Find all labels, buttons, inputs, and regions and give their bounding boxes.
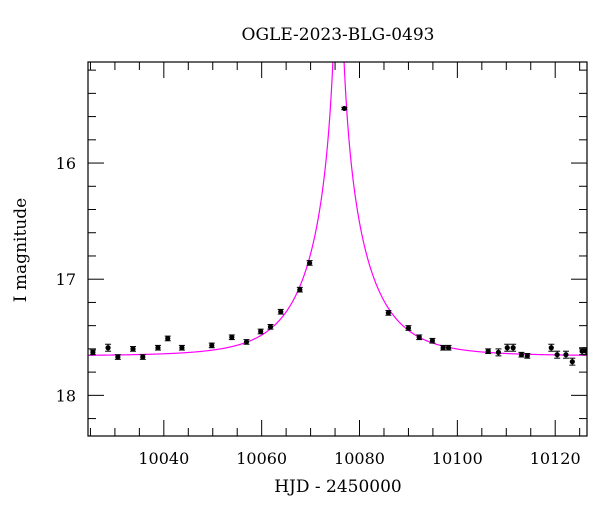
data-point (510, 343, 517, 352)
data-marker (510, 345, 516, 351)
data-point (296, 286, 303, 293)
data-point (341, 105, 348, 112)
data-point (154, 344, 161, 351)
data-marker (258, 328, 264, 335)
data-marker (209, 342, 215, 349)
data-marker (130, 346, 136, 352)
data-marker (495, 349, 502, 355)
data-marker (429, 338, 436, 344)
data-marker (524, 353, 530, 359)
data-point (548, 343, 555, 352)
data-marker (445, 345, 452, 351)
data-point (495, 348, 502, 357)
data-marker (140, 354, 146, 360)
data-point (257, 328, 264, 335)
data-marker (579, 348, 585, 354)
data-point (130, 346, 137, 352)
data-marker (155, 345, 161, 351)
data-marker (563, 352, 569, 358)
data-point (267, 323, 274, 330)
data-marker (554, 352, 560, 358)
data-point (554, 350, 561, 359)
data-marker (307, 260, 313, 266)
data-point (89, 349, 96, 356)
data-point (440, 344, 447, 351)
data-marker (165, 335, 171, 342)
data-point (105, 343, 112, 352)
data-point (583, 347, 587, 356)
data-point (385, 310, 392, 316)
y-tick-label: 18 (56, 386, 76, 405)
data-marker (416, 334, 422, 340)
data-point (306, 260, 313, 266)
data-marker (267, 324, 274, 330)
data-marker (105, 345, 111, 351)
data-marker (405, 325, 412, 331)
x-tick-label: 10060 (236, 449, 287, 468)
data-marker (385, 310, 391, 316)
chart-title: OGLE-2023-BLG-0493 (242, 25, 435, 45)
data-point (524, 353, 531, 359)
data-point (569, 357, 576, 366)
data-point (277, 308, 284, 315)
data-point (445, 344, 452, 351)
data-marker (485, 348, 491, 354)
x-tick-label: 10080 (334, 449, 385, 468)
data-point (518, 351, 525, 358)
x-tick-label: 10120 (530, 449, 581, 468)
data-marker (229, 334, 235, 340)
data-marker (504, 345, 510, 351)
data-marker (518, 352, 525, 358)
x-tick-label: 10040 (138, 449, 189, 468)
data-marker (548, 345, 554, 351)
data-marker (243, 339, 250, 345)
data-marker (179, 345, 185, 351)
data-point (416, 334, 423, 341)
data-marker (115, 354, 121, 360)
data-marker (297, 287, 303, 293)
x-axis-label: HJD - 2450000 (274, 477, 402, 497)
data-marker (278, 309, 284, 315)
data-point (114, 354, 121, 360)
data-point (405, 325, 412, 331)
data-marker (583, 348, 587, 354)
data-point (562, 350, 569, 359)
data-marker (569, 359, 575, 365)
data-marker (90, 349, 96, 355)
data-marker (440, 345, 446, 351)
data-point (504, 343, 511, 352)
data-point (243, 339, 250, 345)
data-point (228, 334, 235, 341)
data-point (485, 348, 492, 355)
x-tick-label: 10100 (432, 449, 483, 468)
plot-frame (87, 61, 588, 437)
model-curve (88, 62, 587, 356)
y-tick-label: 17 (56, 270, 76, 289)
data-point (139, 354, 146, 360)
y-axis-label: I magnitude (11, 198, 31, 302)
y-tick-label: 16 (56, 154, 76, 173)
data-marker (341, 105, 347, 112)
data-point (164, 335, 171, 342)
data-point (178, 344, 185, 351)
data-point (208, 342, 215, 349)
data-point (429, 337, 436, 344)
